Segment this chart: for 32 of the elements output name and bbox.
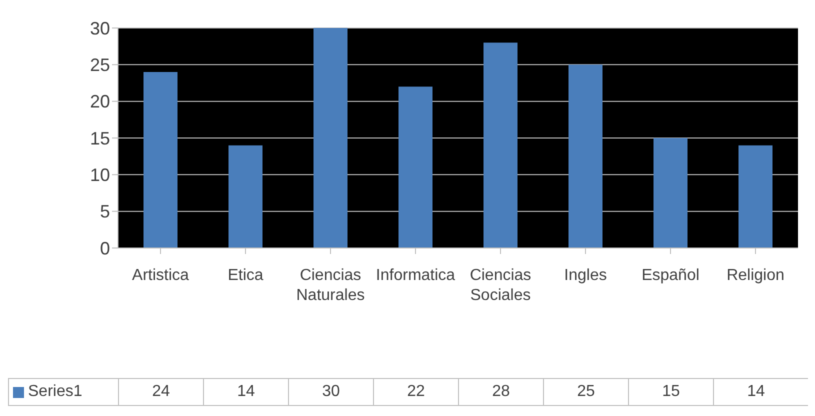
data-label: 22 bbox=[373, 379, 458, 405]
data-label: 14 bbox=[713, 379, 798, 405]
x-tick-label: Religion bbox=[726, 267, 784, 284]
bar bbox=[228, 145, 262, 248]
data-label: 14 bbox=[203, 379, 288, 405]
data-label: 30 bbox=[288, 379, 373, 405]
bar bbox=[568, 64, 602, 248]
x-tick-label: Ingles bbox=[564, 267, 607, 284]
x-tick-label: Etica bbox=[228, 267, 264, 284]
bar bbox=[398, 86, 432, 248]
y-tick-label: 0 bbox=[100, 238, 110, 258]
bar bbox=[484, 42, 518, 248]
bar bbox=[738, 145, 772, 248]
y-tick-label: 5 bbox=[100, 202, 110, 222]
x-tick-label: Informatica bbox=[376, 267, 456, 284]
y-tick-label: 20 bbox=[90, 92, 110, 112]
x-tick-label: Español bbox=[642, 267, 700, 284]
x-tick-label: Artistica bbox=[132, 267, 190, 284]
y-tick-label: 25 bbox=[90, 55, 110, 76]
y-tick-label: 15 bbox=[90, 128, 110, 148]
bar bbox=[314, 28, 348, 248]
legend-label: Series1 bbox=[28, 383, 82, 401]
data-label: 15 bbox=[628, 379, 713, 405]
data-label: 25 bbox=[543, 379, 628, 405]
x-tick-label: Ciencias Naturales bbox=[296, 267, 365, 304]
bar bbox=[654, 138, 688, 248]
data-label: 24 bbox=[118, 379, 203, 405]
y-tick-label: 10 bbox=[90, 165, 110, 186]
bar bbox=[144, 72, 178, 248]
y-tick-label: 30 bbox=[90, 18, 110, 38]
data-label: 28 bbox=[458, 379, 543, 405]
x-tick-label: Ciencias Sociales bbox=[470, 267, 532, 304]
